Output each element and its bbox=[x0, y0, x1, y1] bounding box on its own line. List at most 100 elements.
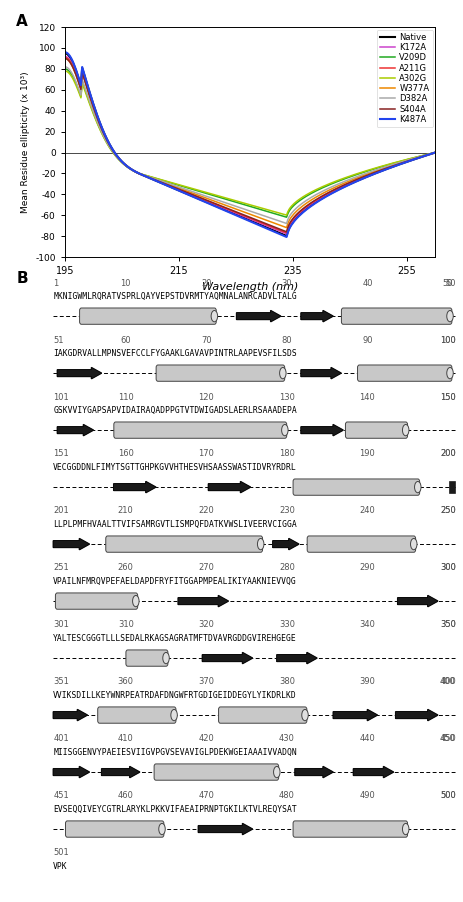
FancyBboxPatch shape bbox=[341, 308, 452, 325]
Ellipse shape bbox=[411, 538, 417, 549]
D382A bbox=[284, 218, 289, 229]
Text: 440: 440 bbox=[360, 734, 375, 743]
A211G bbox=[63, 52, 69, 63]
FancyBboxPatch shape bbox=[307, 536, 416, 552]
A211G bbox=[290, 214, 295, 225]
K172A bbox=[63, 51, 69, 62]
Text: 460: 460 bbox=[118, 791, 134, 800]
FancyBboxPatch shape bbox=[56, 593, 138, 609]
Text: 150: 150 bbox=[440, 392, 456, 401]
Text: A: A bbox=[16, 14, 28, 30]
FancyBboxPatch shape bbox=[357, 365, 452, 382]
W377A bbox=[63, 53, 69, 64]
A211G bbox=[399, 158, 405, 169]
Ellipse shape bbox=[302, 710, 308, 721]
Polygon shape bbox=[301, 310, 333, 322]
Text: 401: 401 bbox=[53, 734, 69, 743]
Text: 70: 70 bbox=[201, 336, 212, 345]
K487A bbox=[62, 47, 68, 58]
K487A bbox=[63, 47, 69, 58]
Text: 500: 500 bbox=[440, 791, 456, 800]
Line: V209D: V209D bbox=[65, 69, 435, 217]
A302G bbox=[62, 66, 68, 77]
K487A bbox=[284, 232, 289, 243]
A302G bbox=[375, 161, 381, 172]
Line: A211G: A211G bbox=[65, 58, 435, 233]
Polygon shape bbox=[53, 710, 88, 721]
Text: 451: 451 bbox=[53, 791, 69, 800]
Ellipse shape bbox=[282, 425, 288, 436]
D382A bbox=[62, 61, 68, 72]
Text: 80: 80 bbox=[282, 336, 292, 345]
W377A bbox=[375, 165, 381, 176]
Text: MKNIGWMLRQRATVSPRLQAYVEPSTDVRMTYAQMNALANRCADVLTALG: MKNIGWMLRQRATVSPRLQAYVEPSTDVRMTYAQMNALAN… bbox=[53, 292, 297, 301]
V209D bbox=[290, 201, 295, 212]
V209D bbox=[432, 147, 438, 158]
Text: 200: 200 bbox=[440, 449, 456, 458]
Text: 430: 430 bbox=[279, 734, 295, 743]
Text: 490: 490 bbox=[360, 791, 375, 800]
D382A bbox=[399, 156, 405, 167]
Text: 150: 150 bbox=[440, 392, 456, 401]
Text: IAKGDRVALLMPNSVEFCCLFYGAAKLGAVAVPINTRLAAPEVSFILSDS: IAKGDRVALLMPNSVEFCCLFYGAAKLGAVAVPINTRLAA… bbox=[53, 349, 297, 358]
Ellipse shape bbox=[402, 425, 409, 436]
Text: 400: 400 bbox=[440, 677, 456, 686]
Line: A302G: A302G bbox=[65, 71, 435, 215]
FancyBboxPatch shape bbox=[345, 422, 407, 438]
Ellipse shape bbox=[163, 652, 169, 664]
D382A bbox=[290, 207, 295, 217]
Line: K487A: K487A bbox=[65, 52, 435, 237]
A211G bbox=[282, 226, 287, 237]
Text: YALTESCGGGTLLLSEDALRKAGSAGRATMFTDVAVRGDDGVIREHGEGE: YALTESCGGGTLLLSEDALRKAGSAGRATMFTDVAVRGDD… bbox=[53, 634, 297, 643]
Text: 350: 350 bbox=[440, 621, 456, 630]
K172A bbox=[399, 158, 405, 169]
K487A bbox=[290, 217, 295, 228]
Text: 100: 100 bbox=[440, 336, 456, 345]
Text: 450: 450 bbox=[440, 734, 456, 743]
Text: 20: 20 bbox=[201, 279, 212, 288]
W377A bbox=[432, 147, 438, 158]
Text: 230: 230 bbox=[279, 507, 295, 515]
Text: 151: 151 bbox=[53, 449, 69, 458]
Text: 410: 410 bbox=[118, 734, 134, 743]
V209D bbox=[62, 63, 68, 74]
K172A bbox=[290, 215, 295, 226]
FancyBboxPatch shape bbox=[293, 821, 407, 837]
S404A bbox=[63, 53, 69, 64]
V209D bbox=[399, 156, 405, 167]
Native bbox=[63, 48, 69, 59]
Polygon shape bbox=[53, 767, 89, 778]
Text: 201: 201 bbox=[53, 507, 69, 515]
Y-axis label: Mean Residue ellipticity (x 10³): Mean Residue ellipticity (x 10³) bbox=[21, 71, 30, 213]
Text: VPK: VPK bbox=[53, 862, 68, 871]
Text: 320: 320 bbox=[198, 621, 214, 630]
FancyBboxPatch shape bbox=[65, 821, 164, 837]
Ellipse shape bbox=[414, 482, 421, 492]
Text: 51: 51 bbox=[53, 336, 64, 345]
K487A bbox=[432, 147, 438, 158]
Text: 250: 250 bbox=[440, 507, 456, 515]
W377A bbox=[62, 53, 68, 64]
S404A bbox=[399, 158, 405, 169]
S404A bbox=[432, 147, 438, 158]
Text: 140: 140 bbox=[360, 392, 375, 401]
Text: 360: 360 bbox=[118, 677, 134, 686]
Text: 120: 120 bbox=[199, 392, 214, 401]
Text: 330: 330 bbox=[279, 621, 295, 630]
Text: 301: 301 bbox=[53, 621, 69, 630]
W377A bbox=[282, 221, 287, 232]
Polygon shape bbox=[208, 482, 250, 492]
Text: MIISGGENVYPAEIESVIIGVPGVSEVAVIGLPDEKWGEIAAAIVVADQN: MIISGGENVYPAEIESVIIGVPGVSEVAVIGLPDEKWGEI… bbox=[53, 748, 297, 757]
Text: 160: 160 bbox=[118, 449, 134, 458]
V209D bbox=[375, 162, 381, 173]
Text: 40: 40 bbox=[362, 279, 373, 288]
Polygon shape bbox=[395, 710, 438, 721]
Line: W377A: W377A bbox=[65, 59, 435, 227]
Text: 351: 351 bbox=[53, 677, 69, 686]
A211G bbox=[282, 227, 288, 238]
W377A bbox=[282, 222, 288, 233]
Native bbox=[282, 230, 288, 241]
W377A bbox=[290, 210, 295, 221]
Text: B: B bbox=[16, 271, 28, 286]
X-axis label: Wavelength (nm): Wavelength (nm) bbox=[202, 281, 298, 291]
